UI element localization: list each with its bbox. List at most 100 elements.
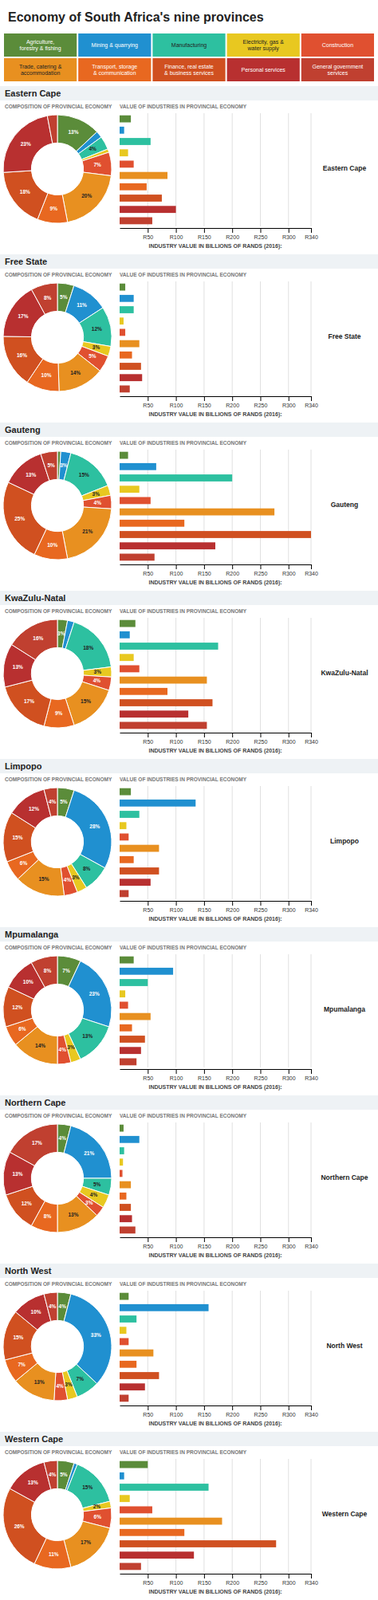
tick-mark — [232, 564, 233, 570]
grid-line — [175, 1122, 177, 1237]
grid-line — [203, 1122, 205, 1237]
bar — [119, 1484, 209, 1492]
tick: R200 — [225, 396, 240, 409]
tick-mark — [259, 396, 261, 402]
bar — [119, 956, 134, 965]
bar — [119, 463, 157, 471]
bar — [119, 137, 151, 146]
bars — [119, 1461, 276, 1572]
tick-label: R200 — [225, 1580, 240, 1587]
bar — [119, 295, 134, 303]
pie-slice — [3, 1488, 47, 1564]
tick-label: R300 — [282, 907, 296, 914]
bar — [119, 653, 134, 662]
tick-label: R250 — [254, 1244, 268, 1250]
tick-mark — [311, 228, 312, 233]
subtitle: VALUE OF INDUSTRIES IN PROVINCIAL ECONOM… — [119, 103, 248, 110]
grid-line — [147, 1122, 149, 1237]
data-label: 7% — [76, 1376, 85, 1383]
bar — [119, 1518, 222, 1526]
data-label: 13% — [11, 1171, 23, 1178]
pie-slice — [65, 622, 111, 671]
tick: R50 — [142, 1574, 154, 1587]
data-label: 15% — [80, 698, 91, 705]
bar — [119, 1001, 129, 1009]
tick: R150 — [197, 564, 212, 577]
tick: R340 — [304, 1237, 319, 1250]
grid-line — [287, 281, 289, 395]
bar — [119, 508, 275, 516]
data-label: 15% — [12, 1334, 24, 1341]
tick-mark — [147, 564, 149, 570]
legend-label: Personal services — [241, 66, 287, 73]
tick-label: R50 — [142, 234, 154, 241]
bar — [119, 665, 140, 673]
data-label: 7% — [17, 1362, 26, 1368]
data-label: 28% — [89, 823, 100, 830]
text-line: General government — [311, 63, 363, 71]
tick-mark — [288, 396, 290, 402]
grid — [147, 281, 312, 395]
bar — [119, 1035, 146, 1044]
data-label: 26% — [14, 1523, 25, 1530]
tick-label: R300 — [282, 402, 296, 409]
tick-label: R340 — [304, 1580, 319, 1587]
tick-label: R100 — [169, 402, 184, 409]
tick-label: R150 — [197, 1412, 212, 1418]
pie-slice — [43, 787, 58, 817]
grid-line — [259, 113, 261, 227]
bar — [119, 194, 162, 202]
bar — [119, 385, 130, 393]
grid-line — [232, 618, 233, 732]
pie-slice — [82, 495, 112, 509]
x-axis: R50R100R150R200R250R300R340 — [120, 1405, 319, 1418]
tick-label: R100 — [169, 739, 184, 745]
x-axis: R50R100R150R200R250R300R340 — [120, 732, 319, 745]
tick-label: R340 — [304, 739, 319, 745]
grid-line — [311, 618, 312, 732]
data-label: 21% — [83, 1150, 95, 1157]
chart-title: Northern Cape — [320, 1173, 368, 1182]
bar — [119, 1461, 148, 1469]
data-label: 14% — [70, 370, 81, 376]
grid-line — [259, 1122, 261, 1237]
data-label: 17% — [80, 1539, 91, 1546]
tick-label: R50 — [142, 1412, 154, 1418]
grid-line — [287, 1291, 289, 1405]
tick-mark — [204, 396, 205, 402]
tick: R100 — [169, 396, 184, 409]
tick-label: R150 — [197, 1244, 212, 1250]
legend-label: Agriculture,forestry & fishing — [19, 39, 62, 53]
data-label: 13% — [34, 1379, 45, 1386]
grid-line — [232, 1459, 233, 1573]
chart-title: Limpopo — [330, 837, 359, 846]
data-label: 17% — [17, 313, 28, 319]
pie-slice — [9, 1462, 51, 1503]
bar — [119, 799, 196, 808]
bar — [119, 1551, 194, 1560]
tick-label: R250 — [254, 570, 268, 577]
tick-mark — [288, 1574, 290, 1579]
data-label: 25% — [14, 515, 25, 522]
tick-mark — [176, 1574, 178, 1579]
bar — [119, 710, 189, 718]
chart-title: North West — [4, 1266, 52, 1276]
bar — [119, 172, 168, 180]
pie: 5%28%8%3%4%15%6%15%12%4% — [3, 787, 112, 897]
grid-line — [287, 1122, 289, 1237]
pie: 4%21%5%4%3%13%8%12%13%17% — [3, 1124, 112, 1233]
tick-label: R300 — [282, 1412, 296, 1418]
bars — [119, 452, 312, 562]
pie-slice — [58, 353, 100, 392]
tick-label: R200 — [225, 1075, 240, 1082]
bar — [119, 811, 140, 819]
data-label: 9% — [55, 710, 63, 717]
data-label: 6% — [18, 1026, 27, 1032]
tick: R250 — [254, 564, 268, 577]
bar — [119, 1024, 133, 1032]
bar — [119, 1047, 142, 1055]
axis-title: INDUSTRY VALUE IN BILLIONS OF RANDS (201… — [148, 748, 282, 755]
bar — [119, 688, 168, 696]
tick-label: R150 — [197, 570, 212, 577]
bar — [119, 1529, 185, 1537]
